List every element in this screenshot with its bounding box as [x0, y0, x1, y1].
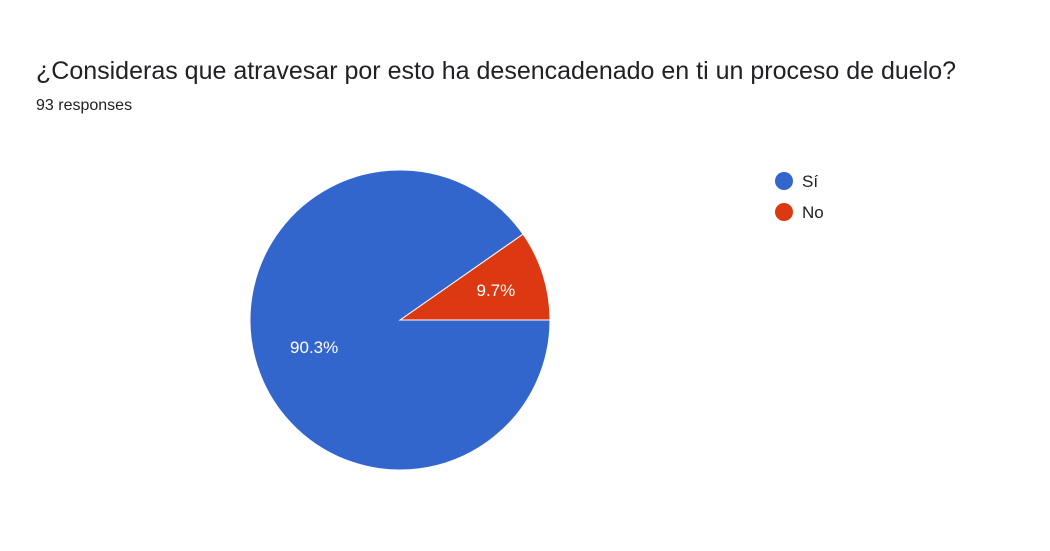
legend-swatch	[775, 203, 793, 221]
slice-label-si: 90.3%	[290, 338, 338, 357]
pie-slices	[249, 169, 551, 471]
response-count: 93 responses	[36, 97, 133, 114]
legend-item-no[interactable]: No	[775, 203, 824, 222]
legend-swatch	[775, 172, 793, 190]
pie-slice-labels: 9.7% 90.3%	[290, 281, 515, 357]
legend: Sí No	[775, 172, 824, 222]
pie-slice-no[interactable]	[398, 233, 551, 321]
question-title: ¿Consideras que atravesar por esto ha de…	[36, 57, 957, 85]
pie-slice-si[interactable]	[249, 169, 551, 471]
legend-label: Sí	[802, 172, 818, 191]
legend-label: No	[802, 203, 824, 222]
legend-item-si[interactable]: Sí	[775, 172, 818, 191]
slice-label-no: 9.7%	[476, 281, 515, 300]
